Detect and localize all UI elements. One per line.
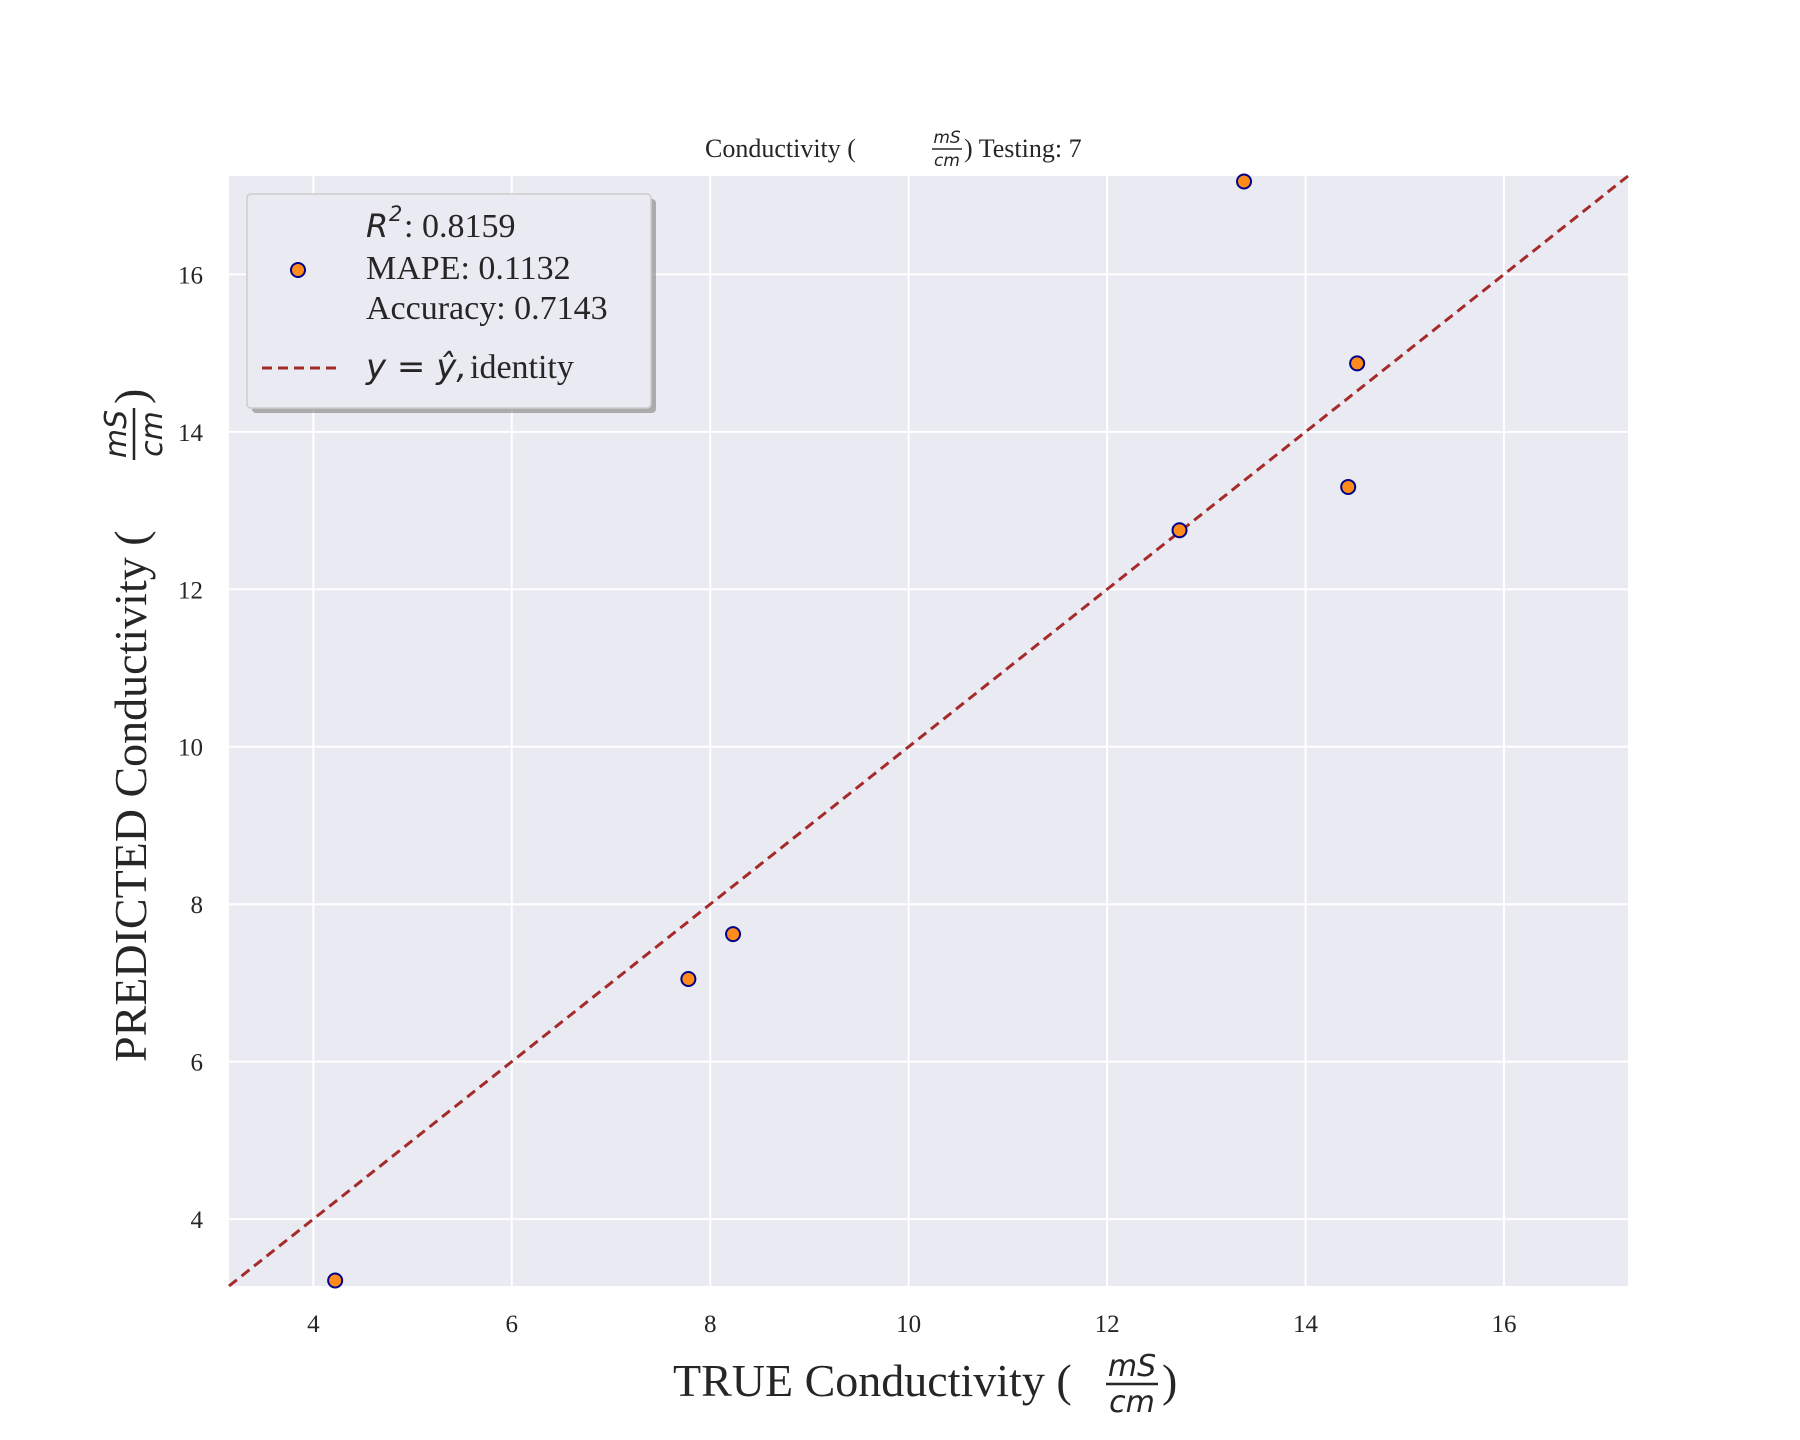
tick-labels: 4 6 8 10 12 14 16 4 6 8 10 12 14 16 <box>178 262 1516 1338</box>
y-tick-label: 8 <box>191 892 204 919</box>
data-point <box>725 926 742 943</box>
legend-accuracy: Accuracy: 0.7143 <box>366 290 608 327</box>
y-axis-label-group: PREDICTED Conductivity ( mS cm ) <box>99 389 170 1062</box>
y-tick-label: 10 <box>178 735 203 762</box>
y-axis-label-suffix: ) <box>105 389 156 404</box>
x-tick-label: 8 <box>704 1311 717 1338</box>
x-tick-label: 12 <box>1095 1311 1120 1338</box>
y-tick-label: 12 <box>178 577 203 604</box>
y-tick-label: 16 <box>178 262 203 289</box>
y-axis-label: PREDICTED Conductivity ( <box>105 530 156 1062</box>
data-point <box>1171 522 1188 539</box>
legend-r2-symbol: R <box>366 207 388 245</box>
x-tick-label: 16 <box>1491 1311 1516 1338</box>
y-tick-label: 6 <box>191 1050 204 1077</box>
data-points <box>327 173 1366 1289</box>
identity-line <box>228 174 1629 1288</box>
data-point <box>1340 478 1357 495</box>
chart-title: Conductivity ( <box>705 134 856 163</box>
legend-scatter-marker <box>290 262 306 278</box>
x-axis-label-unit: mS cm <box>1106 1349 1158 1420</box>
x-tick-label: 10 <box>896 1311 921 1338</box>
y-tick-label: 14 <box>178 420 204 447</box>
legend-box <box>246 193 652 409</box>
data-point <box>1349 355 1366 372</box>
x-axis-label: TRUE Conductivity ( <box>673 1355 1072 1406</box>
chart-title-suffix: ) Testing: 7 <box>964 134 1082 163</box>
legend-r2-exponent: 2 <box>389 202 402 226</box>
identity-line-layer <box>228 174 1629 1288</box>
y-tick-label: 4 <box>191 1207 204 1234</box>
x-tick-label: 14 <box>1293 1311 1319 1338</box>
legend-mape: MAPE: 0.1132 <box>366 250 571 287</box>
legend: R 2 : 0.8159 MAPE: 0.1132 Accuracy: 0.71… <box>246 193 656 413</box>
y-axis-unit-num: mS <box>99 410 134 458</box>
data-point <box>1236 173 1253 190</box>
chart-title-unit-den: cm <box>934 151 960 171</box>
x-tick-label: 6 <box>506 1311 519 1338</box>
legend-r2-value: : 0.8159 <box>404 208 515 245</box>
x-axis-unit-num: mS <box>1108 1349 1156 1384</box>
legend-identity-math: y = ŷ, <box>365 347 467 387</box>
data-point <box>680 970 697 987</box>
y-axis-unit-den: cm <box>135 411 170 457</box>
x-axis-label-suffix: ) <box>1162 1355 1177 1406</box>
x-tick-label: 4 <box>307 1311 320 1338</box>
chart-title-unit: mS cm <box>932 128 962 171</box>
legend-identity-text: identity <box>470 349 574 386</box>
x-axis-unit-den: cm <box>1109 1385 1155 1420</box>
chart-title-unit-num: mS <box>933 128 961 148</box>
chart-title-prefix: Conductivity ( <box>705 134 856 163</box>
data-point <box>327 1272 344 1289</box>
grid-lines <box>229 176 1628 1286</box>
